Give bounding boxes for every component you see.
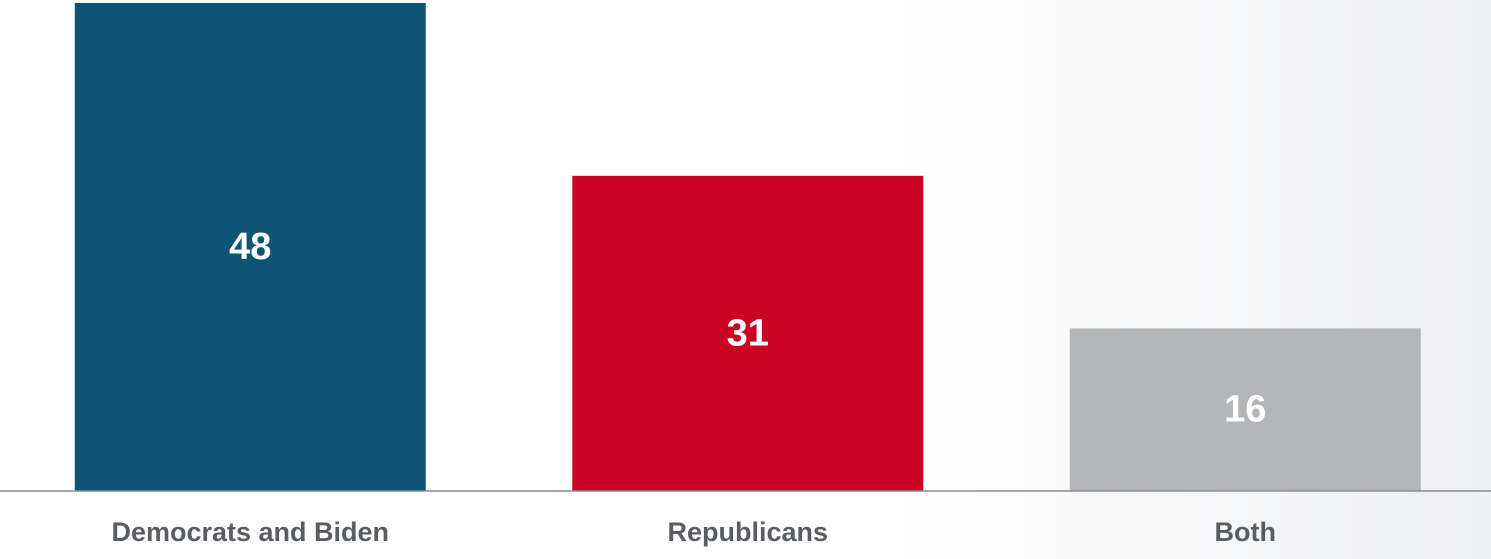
bar <box>572 175 924 492</box>
x-tick-label: Both <box>1215 517 1276 547</box>
x-tick-label: Democrats and Biden <box>111 517 389 547</box>
x-tick-label: Republicans <box>667 517 828 547</box>
value-label: 31 <box>727 312 769 354</box>
bar <box>1069 328 1421 491</box>
value-label: 16 <box>1224 389 1266 431</box>
value-label: 48 <box>229 226 271 268</box>
bar <box>74 3 426 491</box>
